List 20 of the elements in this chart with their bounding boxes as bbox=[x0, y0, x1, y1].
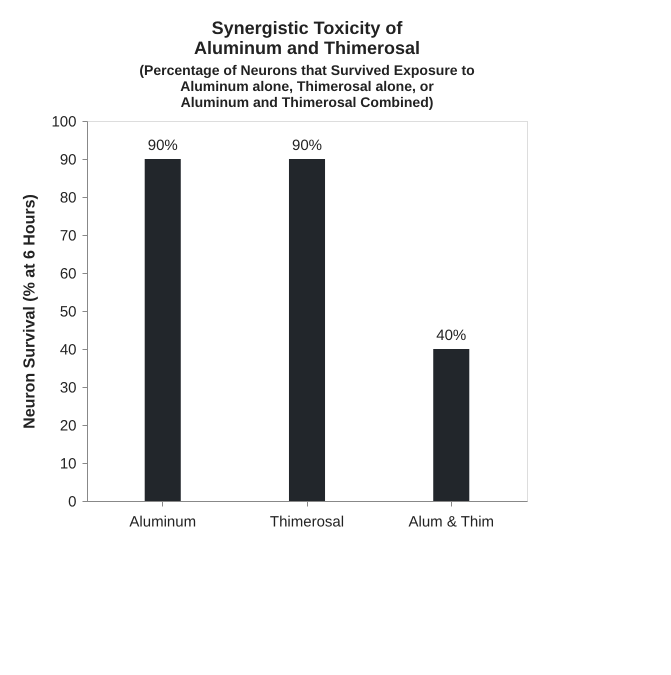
y-tick-label: 80 bbox=[60, 190, 76, 206]
chart-subtitle: (Percentage of Neurons that Survived Exposure to Aluminum alone, Thimerosal alone, or Aluminum and Thimerosal Combined) bbox=[139, 62, 475, 110]
x-tick-label: Alum & Thim bbox=[408, 514, 494, 530]
data-label: 40% bbox=[436, 327, 466, 344]
y-tick-label: 70 bbox=[60, 228, 76, 244]
y-tick-label: 50 bbox=[60, 304, 76, 320]
y-tick-label: 20 bbox=[60, 418, 76, 434]
y-tick-label: 30 bbox=[60, 380, 76, 396]
data-label: 90% bbox=[148, 137, 178, 154]
y-tick-label: 40 bbox=[60, 342, 76, 358]
y-axis-title: Neuron Survival (% at 6 Hours) bbox=[21, 194, 38, 429]
y-tick-label: 90 bbox=[60, 152, 76, 168]
y-tick-label: 0 bbox=[68, 494, 76, 510]
y-tick-label: 100 bbox=[51, 114, 76, 130]
data-label: 90% bbox=[292, 137, 322, 154]
chart-title: Synergistic Toxicity of Aluminum and Thimerosal bbox=[194, 18, 420, 58]
y-tick-label: 60 bbox=[60, 266, 76, 282]
x-tick-label: Aluminum bbox=[129, 514, 196, 530]
x-tick-label: Thimerosal bbox=[270, 514, 344, 530]
y-tick-label: 10 bbox=[60, 456, 76, 472]
